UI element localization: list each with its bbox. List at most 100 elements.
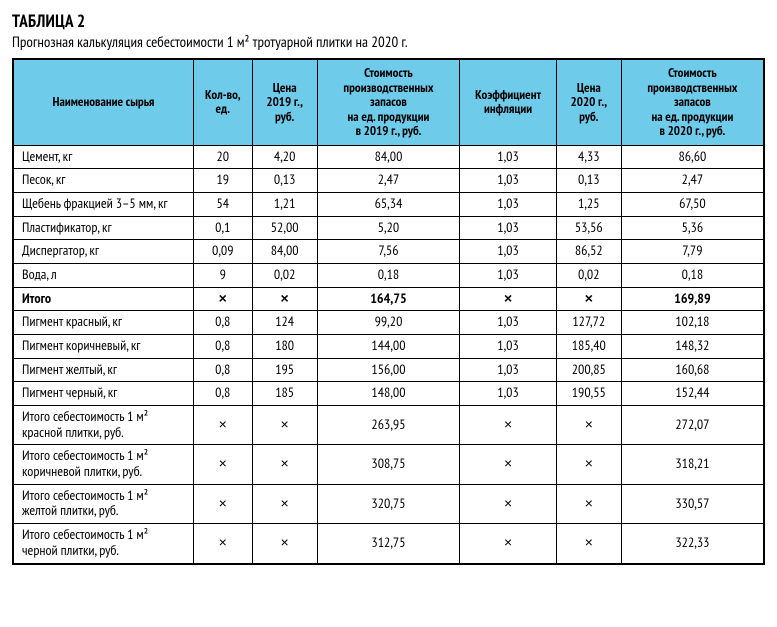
cell-s20: 102,18 xyxy=(621,311,764,335)
cell-k: 1,03 xyxy=(460,311,556,335)
table-row: Диспергатор, кг0,0984,007,561,0386,527,7… xyxy=(13,240,764,264)
cell-k: × xyxy=(460,524,556,564)
cell-s20: 5,36 xyxy=(621,216,764,240)
cell-name: Итого себестоимость 1 м²желтой плитки, р… xyxy=(13,484,193,523)
cell-p19: 0,02 xyxy=(252,264,317,288)
cell-name: Пигмент коричневый, кг xyxy=(13,335,193,359)
table-subtitle: Прогнозная калькуляция себестоимости 1 м… xyxy=(12,33,765,52)
cell-s19: 320,75 xyxy=(317,484,460,523)
cell-qty: 0,8 xyxy=(193,335,252,359)
cell-name: Цемент, кг xyxy=(13,145,193,169)
table-body: Цемент, кг204,2084,001,034,3386,60Песок,… xyxy=(13,145,764,563)
table-row: Песок, кг190,132,471,030,132,47 xyxy=(13,169,764,193)
cell-qty: × xyxy=(193,445,252,484)
cell-p20: × xyxy=(556,524,621,564)
table-row: Итого себестоимость 1 м²желтой плитки, р… xyxy=(13,484,764,523)
col-header-p19: Цена2019 г.,руб. xyxy=(252,59,317,145)
cell-s19: 84,00 xyxy=(317,145,460,169)
cell-s20: 318,21 xyxy=(621,445,764,484)
cell-s20: 152,44 xyxy=(621,382,764,406)
table-row: Итого себестоимость 1 м²черной плитки, р… xyxy=(13,524,764,564)
cell-s19: 308,75 xyxy=(317,445,460,484)
col-header-s20: Стоимостьпроизводственныхзапасовна ед. п… xyxy=(621,59,764,145)
cell-p19: 195 xyxy=(252,358,317,382)
cell-k: 1,03 xyxy=(460,240,556,264)
cell-name: Пигмент черный, кг xyxy=(13,382,193,406)
cell-s19: 148,00 xyxy=(317,382,460,406)
col-header-s19: Стоимостьпроизводственныхзапасовна ед. п… xyxy=(317,59,460,145)
table-row: Пигмент красный, кг0,812499,201,03127,72… xyxy=(13,311,764,335)
cell-name: Щебень фракцией 3–5 мм, кг xyxy=(13,193,193,217)
cell-name: Песок, кг xyxy=(13,169,193,193)
cell-k: 1,03 xyxy=(460,358,556,382)
cell-name: Вода, л xyxy=(13,264,193,288)
cell-s19: 99,20 xyxy=(317,311,460,335)
cell-p20: 4,33 xyxy=(556,145,621,169)
cell-k: 1,03 xyxy=(460,264,556,288)
cost-table: Наименование сырьяКол-во,ед.Цена2019 г.,… xyxy=(12,58,765,565)
cell-p19: × xyxy=(252,406,317,445)
cell-p19: 124 xyxy=(252,311,317,335)
cell-name: Итого xyxy=(13,287,193,311)
table-row: Пластификатор, кг0,152,005,201,0353,565,… xyxy=(13,216,764,240)
col-header-name: Наименование сырья xyxy=(13,59,193,145)
cell-p20: 190,55 xyxy=(556,382,621,406)
cell-k: × xyxy=(460,445,556,484)
table-head: Наименование сырьяКол-во,ед.Цена2019 г.,… xyxy=(13,59,764,145)
table-head-row: Наименование сырьяКол-во,ед.Цена2019 г.,… xyxy=(13,59,764,145)
cell-name: Диспергатор, кг xyxy=(13,240,193,264)
table-row: Пигмент коричневый, кг0,8180144,001,0318… xyxy=(13,335,764,359)
cell-p19: 1,21 xyxy=(252,193,317,217)
cell-qty: 54 xyxy=(193,193,252,217)
cell-p20: × xyxy=(556,406,621,445)
table-row: Итого себестоимость 1 м²красной плитки, … xyxy=(13,406,764,445)
cell-s19: 263,95 xyxy=(317,406,460,445)
cell-qty: × xyxy=(193,524,252,564)
cell-name: Итого себестоимость 1 м²черной плитки, р… xyxy=(13,524,193,564)
cell-p19: 180 xyxy=(252,335,317,359)
cell-p20: × xyxy=(556,484,621,523)
cell-s19: 65,34 xyxy=(317,193,460,217)
cell-qty: 0,1 xyxy=(193,216,252,240)
cell-qty: × xyxy=(193,484,252,523)
cell-p19: 84,00 xyxy=(252,240,317,264)
cell-s19: 156,00 xyxy=(317,358,460,382)
cell-k: 1,03 xyxy=(460,145,556,169)
cell-k: × xyxy=(460,484,556,523)
cell-k: 1,03 xyxy=(460,193,556,217)
col-header-p20: Цена2020 г.,руб. xyxy=(556,59,621,145)
cell-p20: 127,72 xyxy=(556,311,621,335)
cell-qty: 20 xyxy=(193,145,252,169)
cell-qty: × xyxy=(193,287,252,311)
cell-s19: 0,18 xyxy=(317,264,460,288)
cell-s19: 144,00 xyxy=(317,335,460,359)
col-header-k: Коэффициентинфляции xyxy=(460,59,556,145)
cell-p20: 0,02 xyxy=(556,264,621,288)
cell-s19: 5,20 xyxy=(317,216,460,240)
table-row: Цемент, кг204,2084,001,034,3386,60 xyxy=(13,145,764,169)
cell-k: 1,03 xyxy=(460,216,556,240)
cell-k: × xyxy=(460,406,556,445)
cell-p19: × xyxy=(252,445,317,484)
cell-s20: 148,32 xyxy=(621,335,764,359)
cell-s20: 160,68 xyxy=(621,358,764,382)
cell-name: Пластификатор, кг xyxy=(13,216,193,240)
cell-s20: 2,47 xyxy=(621,169,764,193)
cell-s20: 0,18 xyxy=(621,264,764,288)
cell-s20: 330,57 xyxy=(621,484,764,523)
cell-p19: × xyxy=(252,287,317,311)
cell-name: Итого себестоимость 1 м²красной плитки, … xyxy=(13,406,193,445)
table-row: Итого себестоимость 1 м²коричневой плитк… xyxy=(13,445,764,484)
cell-p20: 0,13 xyxy=(556,169,621,193)
cell-p19: 0,13 xyxy=(252,169,317,193)
cell-qty: 9 xyxy=(193,264,252,288)
cell-s19: 2,47 xyxy=(317,169,460,193)
table-row: Вода, л90,020,181,030,020,18 xyxy=(13,264,764,288)
cell-k: 1,03 xyxy=(460,335,556,359)
table-title: ТАБЛИЦА 2 xyxy=(12,10,765,32)
cell-p20: × xyxy=(556,445,621,484)
cell-p20: 1,25 xyxy=(556,193,621,217)
cell-qty: 0,8 xyxy=(193,311,252,335)
cell-s20: 7,79 xyxy=(621,240,764,264)
cell-qty: 0,8 xyxy=(193,358,252,382)
